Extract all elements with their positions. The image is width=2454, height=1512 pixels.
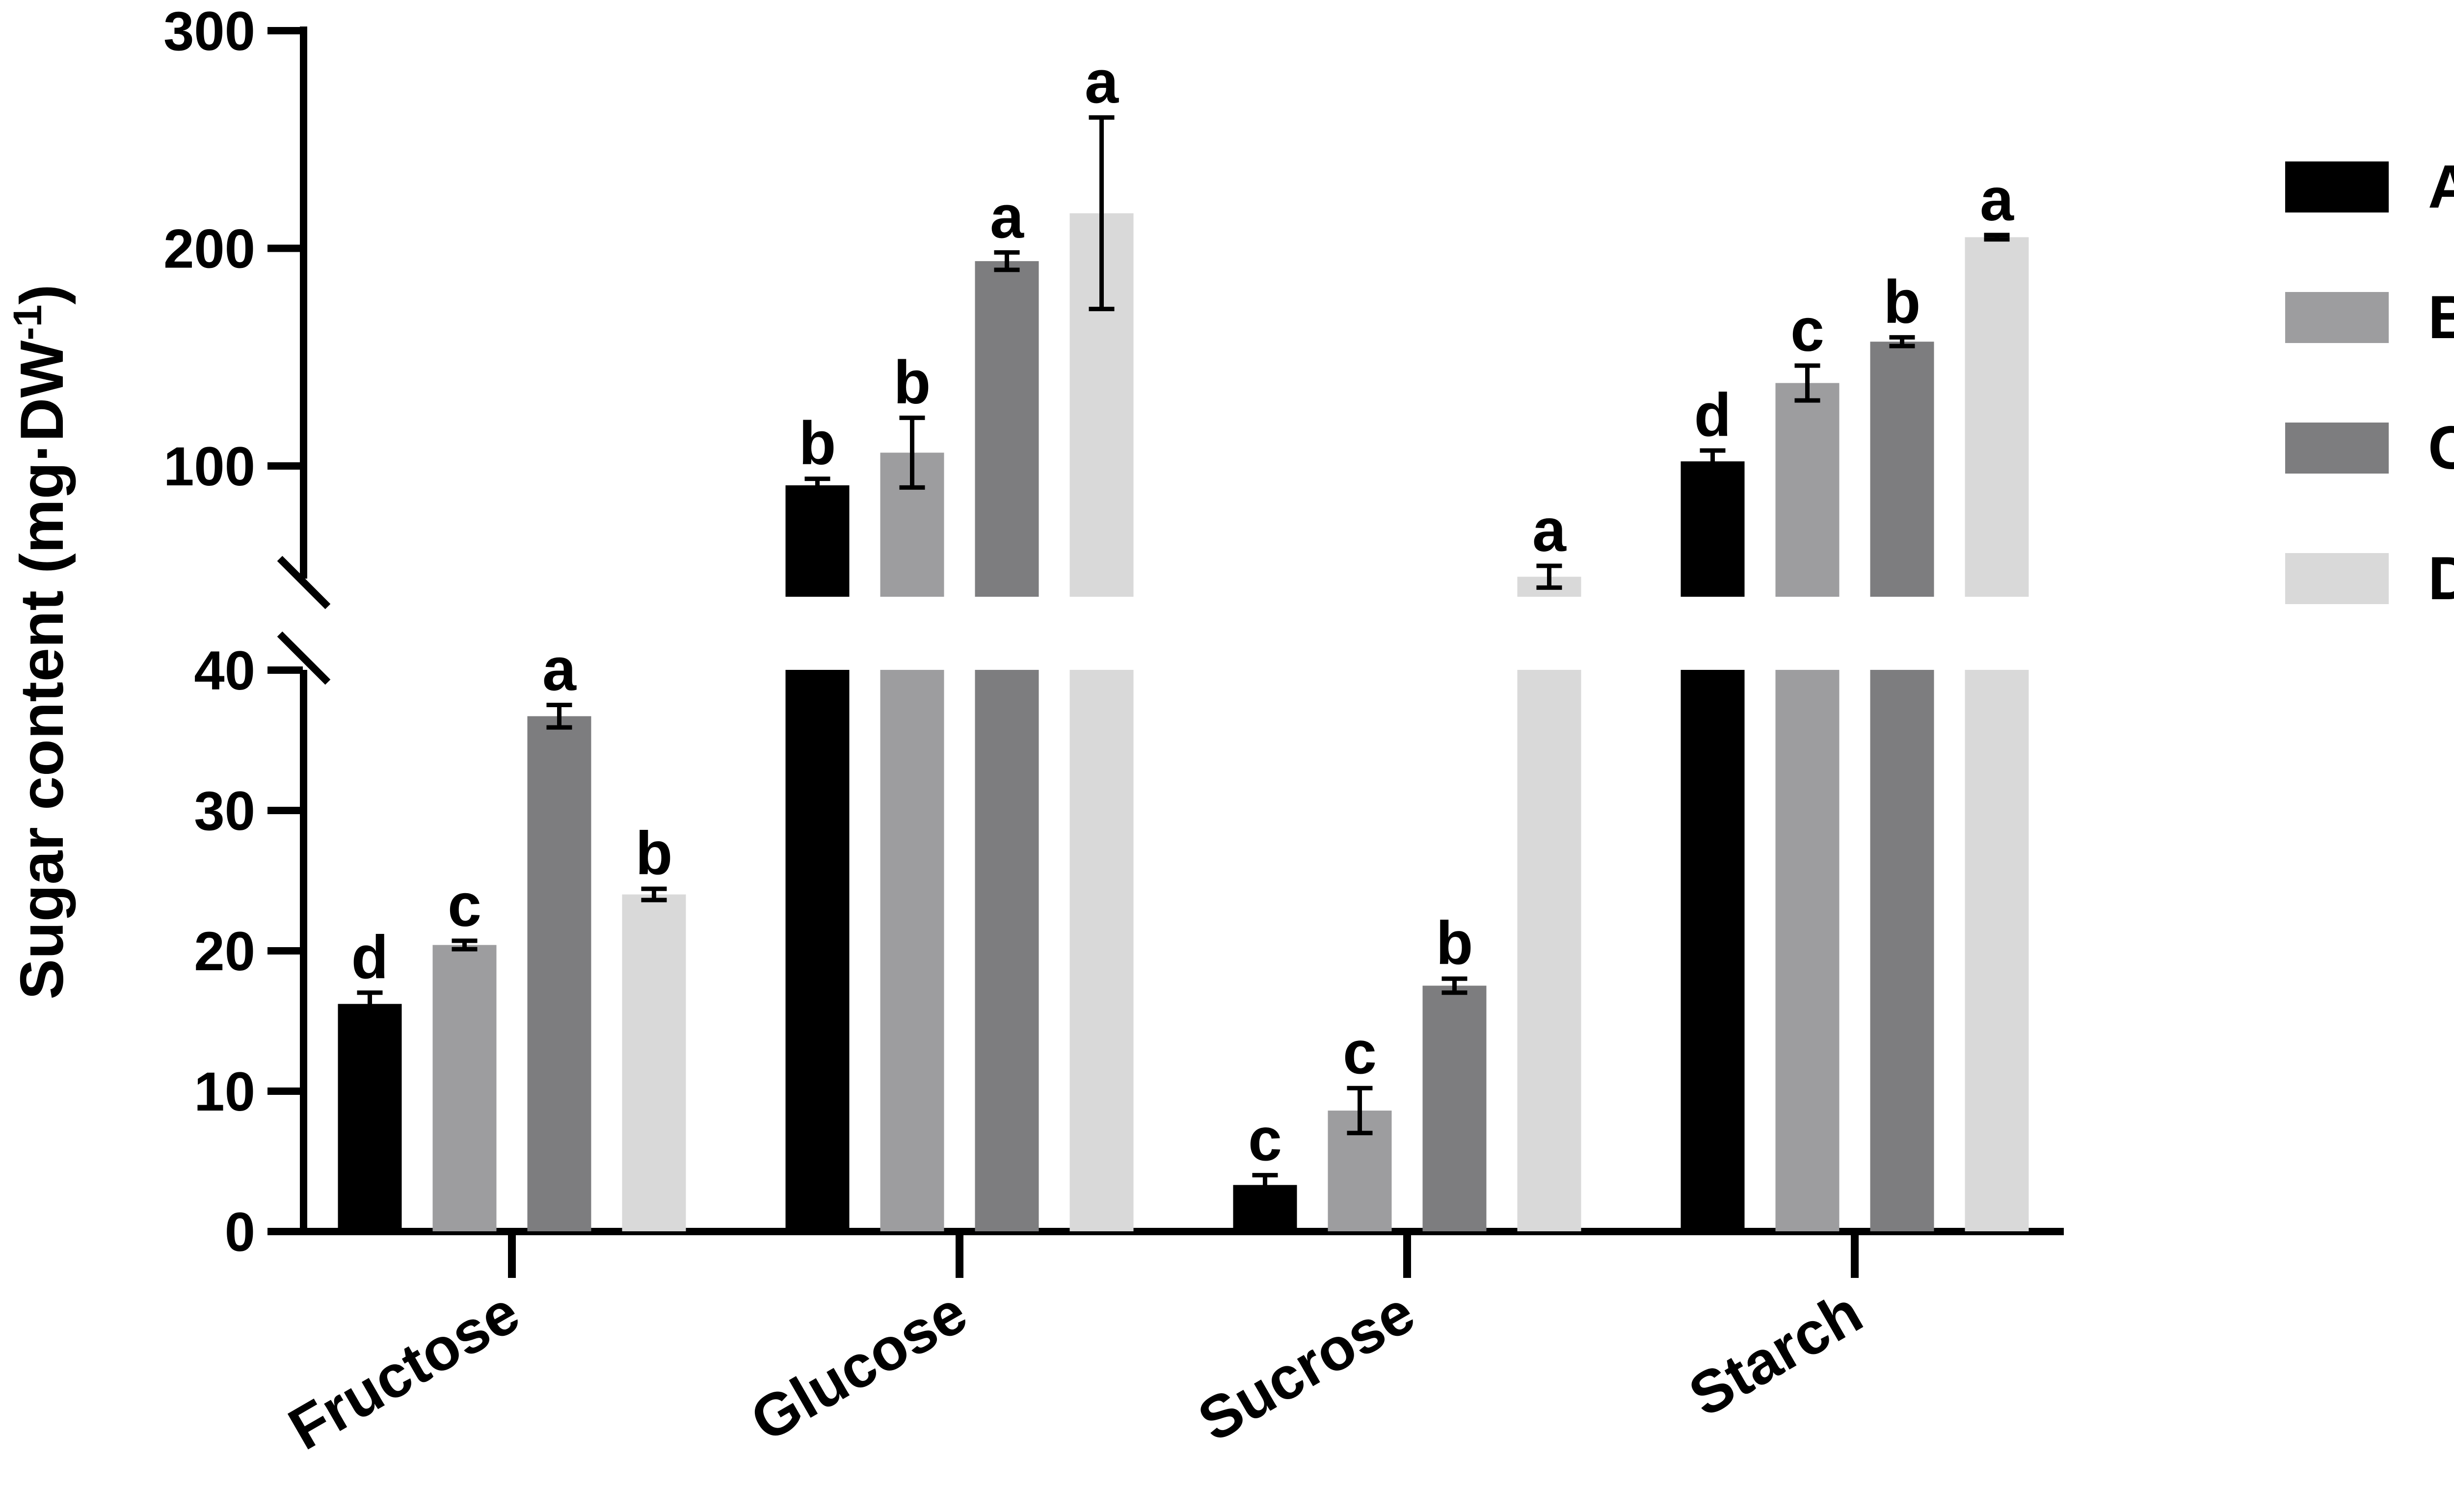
y-tick-upper [267,27,303,34]
y-tick-lower [267,947,303,955]
y-tick-upper [267,462,303,470]
y-axis-label: Sugar content (mg·DW-1) [5,284,76,999]
bar [432,945,497,1231]
significance-letter: a [1085,48,1119,116]
y-tick-label: 0 [225,1201,255,1263]
y-tick-label: 10 [194,1061,255,1122]
significance-letter: a [990,183,1024,251]
y-tick-label: 100 [163,436,255,497]
legend-label: B [2428,284,2454,351]
axis-break-mark-top [277,556,331,610]
bar [1422,985,1487,1231]
y-tick-lower [267,1228,303,1235]
significance-letter: c [1248,1106,1282,1174]
y-tick-label: 20 [194,921,255,982]
bar-lower-part [1680,670,1745,1231]
legend-swatch [2285,161,2389,212]
x-axis-line [300,1228,2064,1235]
y-axis-line-upper [300,27,307,579]
significance-letter: d [1694,381,1732,449]
y-tick-label: 40 [194,640,255,701]
significance-letter: c [1790,296,1824,364]
bar [1870,342,1934,597]
legend-swatch [2285,423,2389,474]
y-axis-label-text: Sugar content (mg·DW [8,340,76,999]
x-tick-label: Fructose [278,1278,530,1462]
significance-letter: b [1884,268,1921,336]
significance-letter: b [636,820,673,887]
significance-letter: a [542,636,577,704]
x-tick [956,1231,963,1278]
x-tick-label: Glucose [740,1278,978,1454]
bar [1775,383,1840,597]
y-tick-label: 30 [194,780,255,842]
y-axis-label-close: ) [8,284,76,304]
y-axis-label-superscript: -1 [5,305,50,341]
x-tick [1403,1231,1411,1278]
bar [1965,237,2029,597]
bar [338,1004,402,1231]
bar-lower-part [1517,670,1581,1231]
bar-lower-part [1069,670,1134,1231]
y-tick-upper [267,244,303,252]
bar-lower-part [975,670,1039,1231]
bar [1680,461,1745,597]
significance-letter: c [448,872,481,939]
legend-swatch [2285,292,2389,343]
y-tick-label: 200 [163,218,255,280]
significance-letter: a [1980,166,2014,234]
bar-lower-part [1775,670,1840,1231]
bar [622,894,686,1231]
axis-break-mark-bottom [277,631,331,685]
significance-letter: b [1436,909,1473,977]
bar [975,261,1039,597]
significance-letter: c [1343,1019,1377,1087]
x-tick [1851,1231,1859,1278]
significance-letter: b [894,348,931,416]
x-tick-label: Starch [1678,1278,1873,1430]
x-tick [508,1231,516,1278]
bar-lower-part [785,670,850,1231]
significance-letter: b [799,410,836,477]
bar [785,485,850,597]
legend-label: A [2428,153,2454,221]
bar-lower-part [880,670,944,1231]
y-tick-lower [267,666,303,674]
legend-label: D [2428,545,2454,612]
x-tick-label: Sucrose [1187,1278,1425,1455]
significance-letter: d [351,924,389,991]
svg-text:Sugar content (mg·DW-1): Sugar content (mg·DW-1) [5,284,76,999]
y-tick-label: 300 [163,0,255,62]
y-tick-lower [267,807,303,814]
bar [527,716,591,1231]
legend-label: C [2428,414,2454,482]
legend-swatch [2285,553,2389,604]
bar-lower-part [1965,670,2029,1231]
bar-lower-part [1870,670,1934,1231]
y-tick-lower [267,1088,303,1095]
significance-letter: a [1532,497,1567,564]
